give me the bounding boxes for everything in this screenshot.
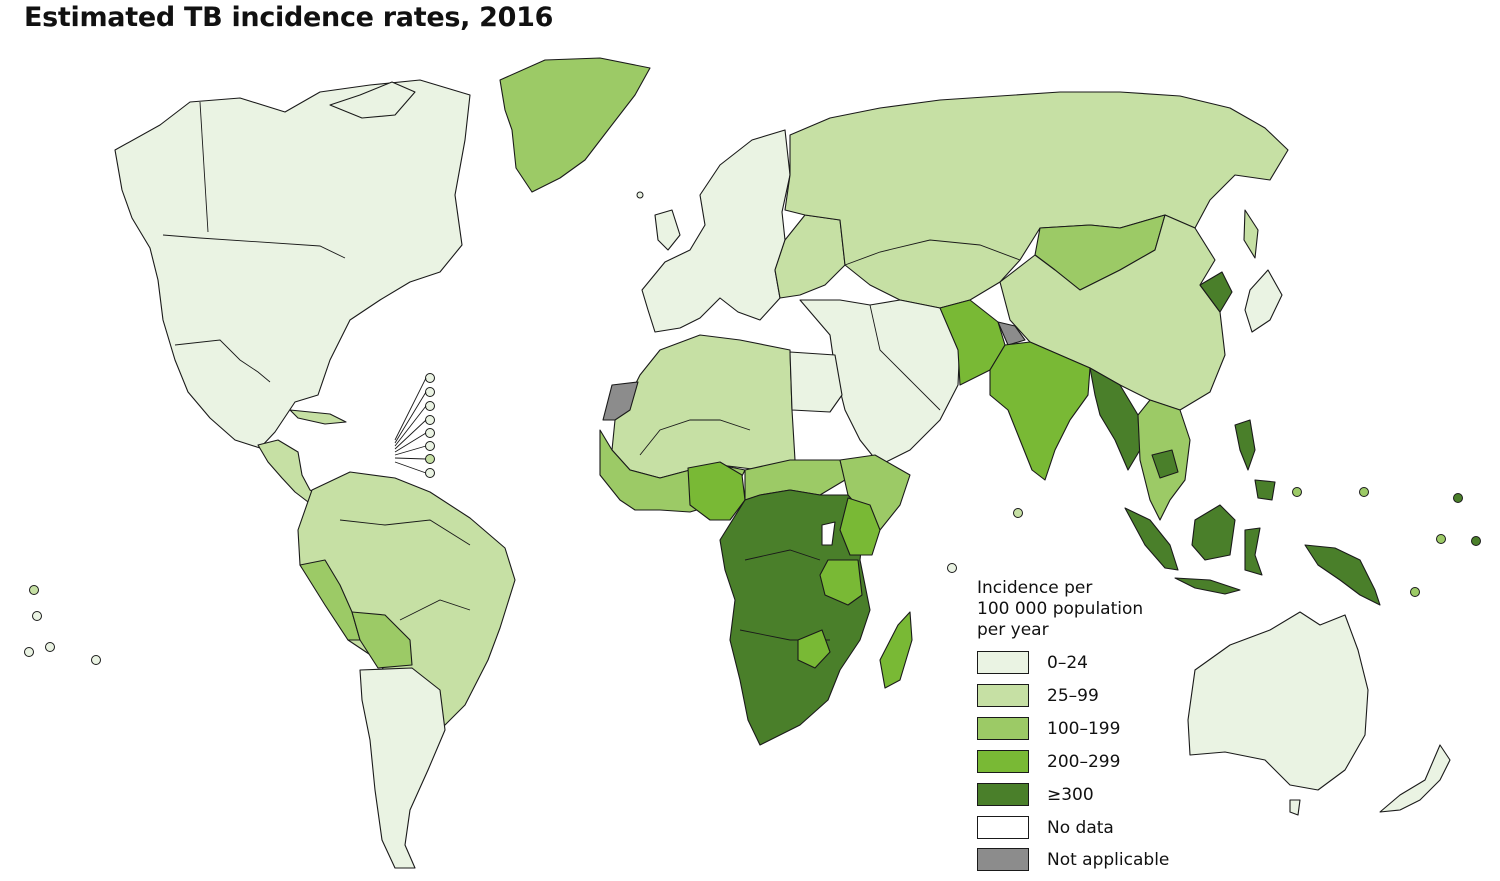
island-dot <box>24 647 34 657</box>
island-dot <box>636 191 644 199</box>
island-dot <box>1410 587 1420 597</box>
island-dot <box>1359 487 1369 497</box>
region-java <box>1174 577 1241 595</box>
region-kashmir <box>997 321 1026 346</box>
legend-label: 25–99 <box>1047 685 1099 706</box>
island-dot <box>1453 493 1463 503</box>
legend-item-25-99: 25–99 <box>977 684 1099 707</box>
region-myanmar <box>1089 367 1141 471</box>
region-uk <box>654 209 681 251</box>
legend-swatch <box>977 717 1029 740</box>
legend-title-line: per year <box>977 620 1049 640</box>
island-dot <box>425 373 435 383</box>
island-dot <box>1471 536 1481 546</box>
region-north-africa <box>611 334 796 479</box>
region-papua <box>1304 544 1381 606</box>
legend-title-line: 100 000 population <box>977 599 1144 619</box>
island-dot <box>425 468 435 478</box>
region-cambodia <box>1151 449 1179 479</box>
island-dot <box>1292 487 1302 497</box>
island-dot <box>425 454 435 464</box>
legend-label: Not applicable <box>1047 849 1170 870</box>
region-kenya <box>839 497 881 556</box>
region-zimbabwe <box>797 629 831 669</box>
legend-title-line: Incidence per <box>977 578 1093 598</box>
island-dot <box>425 441 435 451</box>
legend-label: 200–299 <box>1047 751 1121 772</box>
legend-swatch <box>977 783 1029 806</box>
legend-swatch <box>977 816 1029 839</box>
island-dot <box>425 401 435 411</box>
region-chile-argentina <box>359 667 446 869</box>
island-dot <box>32 611 42 621</box>
region-borneo <box>1191 504 1236 561</box>
island-dot <box>1436 534 1446 544</box>
legend-title: Incidence per 100 000 population per yea… <box>977 578 1192 641</box>
region-central-southern-africa <box>719 489 871 746</box>
legend-item-no-data: No data <box>977 816 1114 839</box>
region-sulawesi <box>1244 527 1263 576</box>
region-caribbean <box>289 409 347 425</box>
region-north-america <box>114 79 471 449</box>
legend-label: 100–199 <box>1047 718 1121 739</box>
region-sumatra <box>1124 507 1179 571</box>
region-eastern-europe <box>774 214 846 299</box>
legend-swatch <box>977 684 1029 707</box>
region-sakhalin <box>1243 209 1259 259</box>
region-bolivia <box>351 611 413 669</box>
region-japan <box>1244 269 1283 333</box>
map-title: Estimated TB incidence rates, 2016 <box>24 2 554 33</box>
region-tanzania <box>819 559 863 606</box>
region-mindanao <box>1254 479 1276 501</box>
island-dot <box>425 387 435 397</box>
region-australia <box>1187 611 1369 791</box>
region-tasmania <box>1289 799 1301 816</box>
island-dot <box>91 655 101 665</box>
region-nigeria <box>687 461 746 521</box>
legend-label: ≥300 <box>1047 784 1094 805</box>
caribbean-leader-lines <box>394 377 427 474</box>
region-western-sahara <box>602 381 639 421</box>
legend-item-200-299: 200–299 <box>977 750 1120 773</box>
island-dot <box>29 585 39 595</box>
island-dot <box>1013 508 1023 518</box>
legend-swatch <box>977 651 1029 674</box>
legend-swatch <box>977 750 1029 773</box>
island-dot <box>45 642 55 652</box>
legend-label: 0–24 <box>1047 652 1088 673</box>
region-new-zealand <box>1379 744 1451 813</box>
legend-item-300-plus: ≥300 <box>977 783 1094 806</box>
region-greenland <box>499 57 651 193</box>
region-north-korea <box>1199 271 1233 313</box>
legend-item-not-applicable: Not applicable <box>977 848 1169 871</box>
region-philippines <box>1234 419 1256 471</box>
legend-item-0-24: 0–24 <box>977 651 1088 674</box>
region-madagascar <box>879 611 913 689</box>
legend-item-100-199: 100–199 <box>977 717 1120 740</box>
region-lake <box>821 521 836 546</box>
region-egypt <box>789 351 843 413</box>
legend-label: No data <box>1047 817 1114 838</box>
region-india <box>989 341 1091 481</box>
island-dot <box>425 428 435 438</box>
legend-swatch <box>977 848 1029 871</box>
region-baffin-islands <box>329 81 416 119</box>
island-dot <box>425 415 435 425</box>
map-legend: Incidence per 100 000 population per yea… <box>977 578 1192 871</box>
island-dot <box>947 563 957 573</box>
island-markers <box>24 191 1481 665</box>
